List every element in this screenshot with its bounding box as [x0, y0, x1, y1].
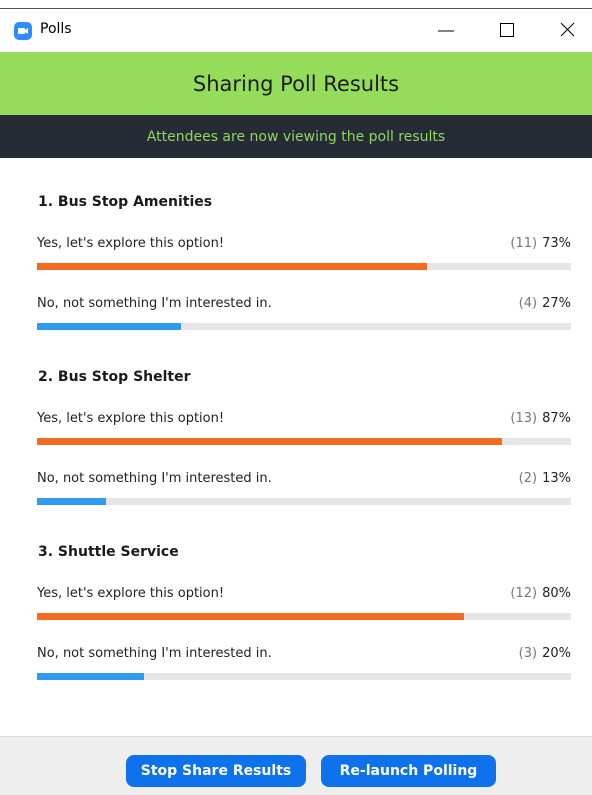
vote-count: (13) — [510, 411, 538, 426]
result-bar — [37, 673, 144, 680]
vote-percent: 27% — [542, 296, 571, 311]
option-label: Yes, let's explore this option! — [37, 236, 225, 251]
bar-track — [37, 323, 571, 330]
bar-track — [37, 498, 571, 505]
vote-percent: 73% — [542, 236, 571, 251]
question-title: 2. Bus Stop Shelter — [38, 369, 191, 385]
window-title: Polls — [40, 21, 72, 37]
result-bar — [37, 263, 427, 270]
footer-button[interactable]: Stop Share Results — [126, 755, 306, 787]
option-label: Yes, let's explore this option! — [37, 586, 225, 601]
bar-track — [37, 673, 571, 680]
option-result: (4) 27% — [519, 296, 571, 311]
vote-count: (3) — [518, 646, 538, 661]
option-result: (11) 73% — [510, 236, 571, 251]
option-result: (2) 13% — [519, 471, 571, 486]
footer-button[interactable]: Re-launch Polling — [321, 755, 496, 787]
question-title: 1. Bus Stop Amenities — [38, 194, 213, 210]
vote-count: (12) — [510, 586, 538, 601]
footer: Stop Share Results Re-launch Polling — [0, 736, 592, 795]
option-label: No, not something I'm interested in. — [37, 471, 272, 486]
option-label: Yes, let's explore this option! — [37, 411, 225, 426]
vote-percent: 80% — [542, 586, 571, 601]
vote-count: (4) — [518, 296, 538, 311]
status-text: Attendees are now viewing the poll resul… — [146, 128, 446, 145]
question-title: 3. Shuttle Service — [38, 544, 179, 560]
header-title: Sharing Poll Results — [192, 71, 400, 96]
header: Sharing Poll Results — [0, 52, 592, 115]
option-result: (3) 20% — [519, 646, 571, 661]
result-bar — [37, 323, 182, 330]
title-bar: Polls — [0, 8, 592, 53]
vote-percent: 20% — [542, 646, 571, 661]
status-band: Attendees are now viewing the poll resul… — [0, 115, 592, 158]
bar-track — [37, 263, 571, 270]
option-label: No, not something I'm interested in. — [37, 646, 272, 661]
bar-track — [37, 438, 571, 445]
window-controls[interactable] — [430, 17, 590, 45]
vote-count: (11) — [510, 236, 538, 251]
vote-count: (2) — [518, 471, 538, 486]
vote-percent: 13% — [542, 471, 571, 486]
app-icon — [14, 22, 32, 40]
result-bar — [37, 498, 107, 505]
bar-track — [37, 613, 571, 620]
result-bar — [37, 438, 502, 445]
option-result: (13) 87% — [510, 411, 571, 426]
result-bar — [37, 613, 465, 620]
vote-percent: 87% — [542, 411, 571, 426]
option-label: No, not something I'm interested in. — [37, 296, 272, 311]
option-result: (12) 80% — [510, 586, 571, 601]
